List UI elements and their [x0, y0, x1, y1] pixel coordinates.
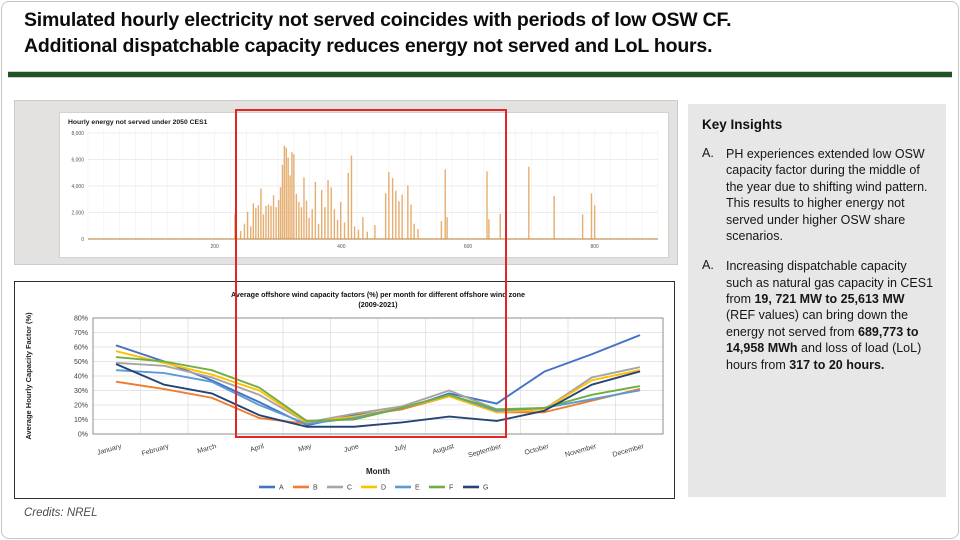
- svg-text:8,000: 8,000: [71, 131, 84, 137]
- svg-text:800: 800: [590, 244, 599, 250]
- svg-text:F: F: [449, 485, 453, 492]
- insight-item-1: A. PH experiences extended low OSW capaci…: [702, 146, 934, 244]
- slide-title-line2: Additional dispatchable capacity reduces…: [24, 34, 713, 57]
- svg-text:Month: Month: [366, 467, 390, 476]
- svg-text:(2009-2021): (2009-2021): [358, 300, 398, 309]
- svg-text:A: A: [279, 485, 284, 492]
- svg-text:September: September: [467, 443, 502, 459]
- svg-text:60%: 60%: [74, 344, 88, 351]
- svg-text:Average Hourly Capacity Factor: Average Hourly Capacity Factor (%): [24, 312, 33, 440]
- svg-text:August: August: [432, 443, 455, 456]
- hourly-energy-chart-panel: 0 2,000 4,000 6,000 8,000 200 400 600 800 Hourly …: [14, 100, 678, 265]
- insight-marker: A.: [702, 146, 714, 160]
- svg-text:January: January: [96, 443, 122, 457]
- insight-text: Increasing dispatchable capacity such as…: [726, 259, 934, 372]
- svg-text:30%: 30%: [74, 388, 88, 395]
- svg-text:Average offshore wind capacity: Average offshore wind capacity factors (…: [231, 290, 525, 299]
- svg-text:December: December: [612, 443, 646, 459]
- svg-text:4,000: 4,000: [71, 184, 84, 190]
- svg-text:200: 200: [210, 244, 219, 250]
- highlight-rectangle: [235, 109, 507, 438]
- svg-text:80%: 80%: [74, 315, 88, 322]
- slide-title: Simulated hourly electricity not served …: [24, 8, 924, 59]
- svg-text:10%: 10%: [74, 417, 88, 424]
- svg-text:March: March: [197, 443, 218, 455]
- charts-region: 0 2,000 4,000 6,000 8,000 200 400 600 800 Hourly …: [14, 100, 678, 499]
- slide-title-line1: Simulated hourly electricity not served …: [24, 9, 732, 31]
- svg-text:October: October: [524, 443, 551, 457]
- svg-text:Hourly energy not served under: Hourly energy not served under 2050 CES1: [68, 119, 208, 126]
- svg-text:40%: 40%: [74, 373, 88, 380]
- insight-marker: A.: [702, 258, 714, 273]
- svg-text:D: D: [381, 485, 386, 492]
- key-insights-panel: Key Insights A. PH experiences extended l…: [688, 104, 946, 497]
- svg-text:0%: 0%: [78, 431, 88, 438]
- svg-text:May: May: [298, 443, 313, 454]
- insight-item-2: A. Increasing dispatchable capacity such …: [702, 258, 934, 373]
- svg-text:70%: 70%: [74, 330, 88, 337]
- hourly-energy-chart: 0 2,000 4,000 6,000 8,000 200 400 600 800 Hourly …: [59, 112, 669, 258]
- insight-text: PH experiences extended low OSW capacity…: [726, 147, 928, 243]
- key-insights-list: A. PH experiences extended low OSW capaci…: [702, 146, 934, 373]
- svg-text:600: 600: [464, 244, 473, 250]
- key-insights-heading: Key Insights: [702, 117, 783, 132]
- svg-text:C: C: [347, 485, 352, 492]
- capacity-factor-chart-svg: Average offshore wind capacity factors (…: [24, 290, 664, 492]
- svg-text:20%: 20%: [74, 402, 88, 409]
- svg-text:0: 0: [81, 237, 84, 243]
- svg-text:June: June: [343, 443, 360, 454]
- svg-text:November: November: [564, 443, 598, 459]
- hourly-energy-chart-svg: 0 2,000 4,000 6,000 8,000 200 400 600 800 Hourly …: [68, 119, 659, 250]
- svg-text:April: April: [249, 443, 265, 454]
- svg-text:B: B: [313, 485, 318, 492]
- credits-text: Credits: NREL: [24, 507, 98, 519]
- svg-text:February: February: [141, 443, 170, 458]
- svg-text:E: E: [415, 485, 420, 492]
- svg-text:6,000: 6,000: [71, 157, 84, 163]
- svg-text:400: 400: [337, 244, 346, 250]
- svg-text:50%: 50%: [74, 359, 88, 366]
- title-divider-rule: [8, 71, 952, 78]
- svg-text:2,000: 2,000: [71, 210, 84, 216]
- capacity-factor-chart-panel: Average offshore wind capacity factors (…: [14, 281, 675, 499]
- svg-text:July: July: [393, 443, 407, 453]
- svg-text:G: G: [483, 485, 488, 492]
